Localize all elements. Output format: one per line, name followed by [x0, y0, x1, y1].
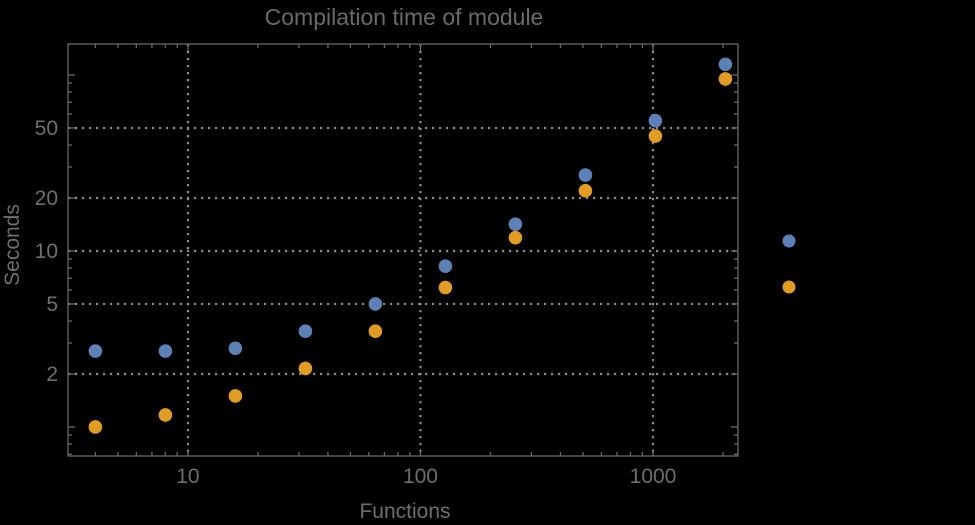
x-tick-label: 1000 [630, 465, 677, 488]
data-point-series-1 [648, 113, 663, 128]
chart-title: Compilation time of module [264, 4, 544, 30]
data-point-series-2 [508, 230, 523, 245]
y-tick-label: 20 [35, 187, 58, 210]
data-point-series-2 [648, 129, 663, 143]
y-tick-label: 50 [35, 117, 58, 140]
legend-marker-series-1 [782, 234, 796, 248]
x-axis-label: Functions [359, 500, 451, 523]
data-point-series-1 [368, 297, 383, 311]
data-point-series-2 [438, 280, 453, 295]
data-point-series-1 [718, 57, 733, 72]
x-tick-label: 100 [403, 465, 438, 488]
data-point-series-1 [578, 168, 593, 182]
data-point-series-2 [298, 361, 313, 376]
x-tick-label: 10 [176, 465, 199, 488]
y-tick-label: 5 [46, 293, 58, 316]
data-point-series-2 [718, 72, 733, 86]
data-point-series-1 [508, 217, 523, 231]
data-point-series-2 [578, 183, 593, 198]
plot-frame [67, 43, 739, 457]
data-point-series-2 [158, 408, 173, 422]
data-point-series-2 [228, 389, 243, 403]
data-point-series-2 [368, 324, 383, 339]
data-point-series-1 [298, 324, 313, 339]
data-point-series-1 [88, 344, 103, 358]
data-point-series-1 [158, 344, 173, 358]
y-tick-label: 10 [35, 240, 58, 263]
legend-marker-series-2 [782, 280, 796, 294]
y-tick-label: 2 [46, 363, 58, 386]
data-point-series-1 [438, 259, 453, 273]
data-point-series-1 [228, 341, 243, 356]
data-point-series-2 [88, 420, 103, 434]
